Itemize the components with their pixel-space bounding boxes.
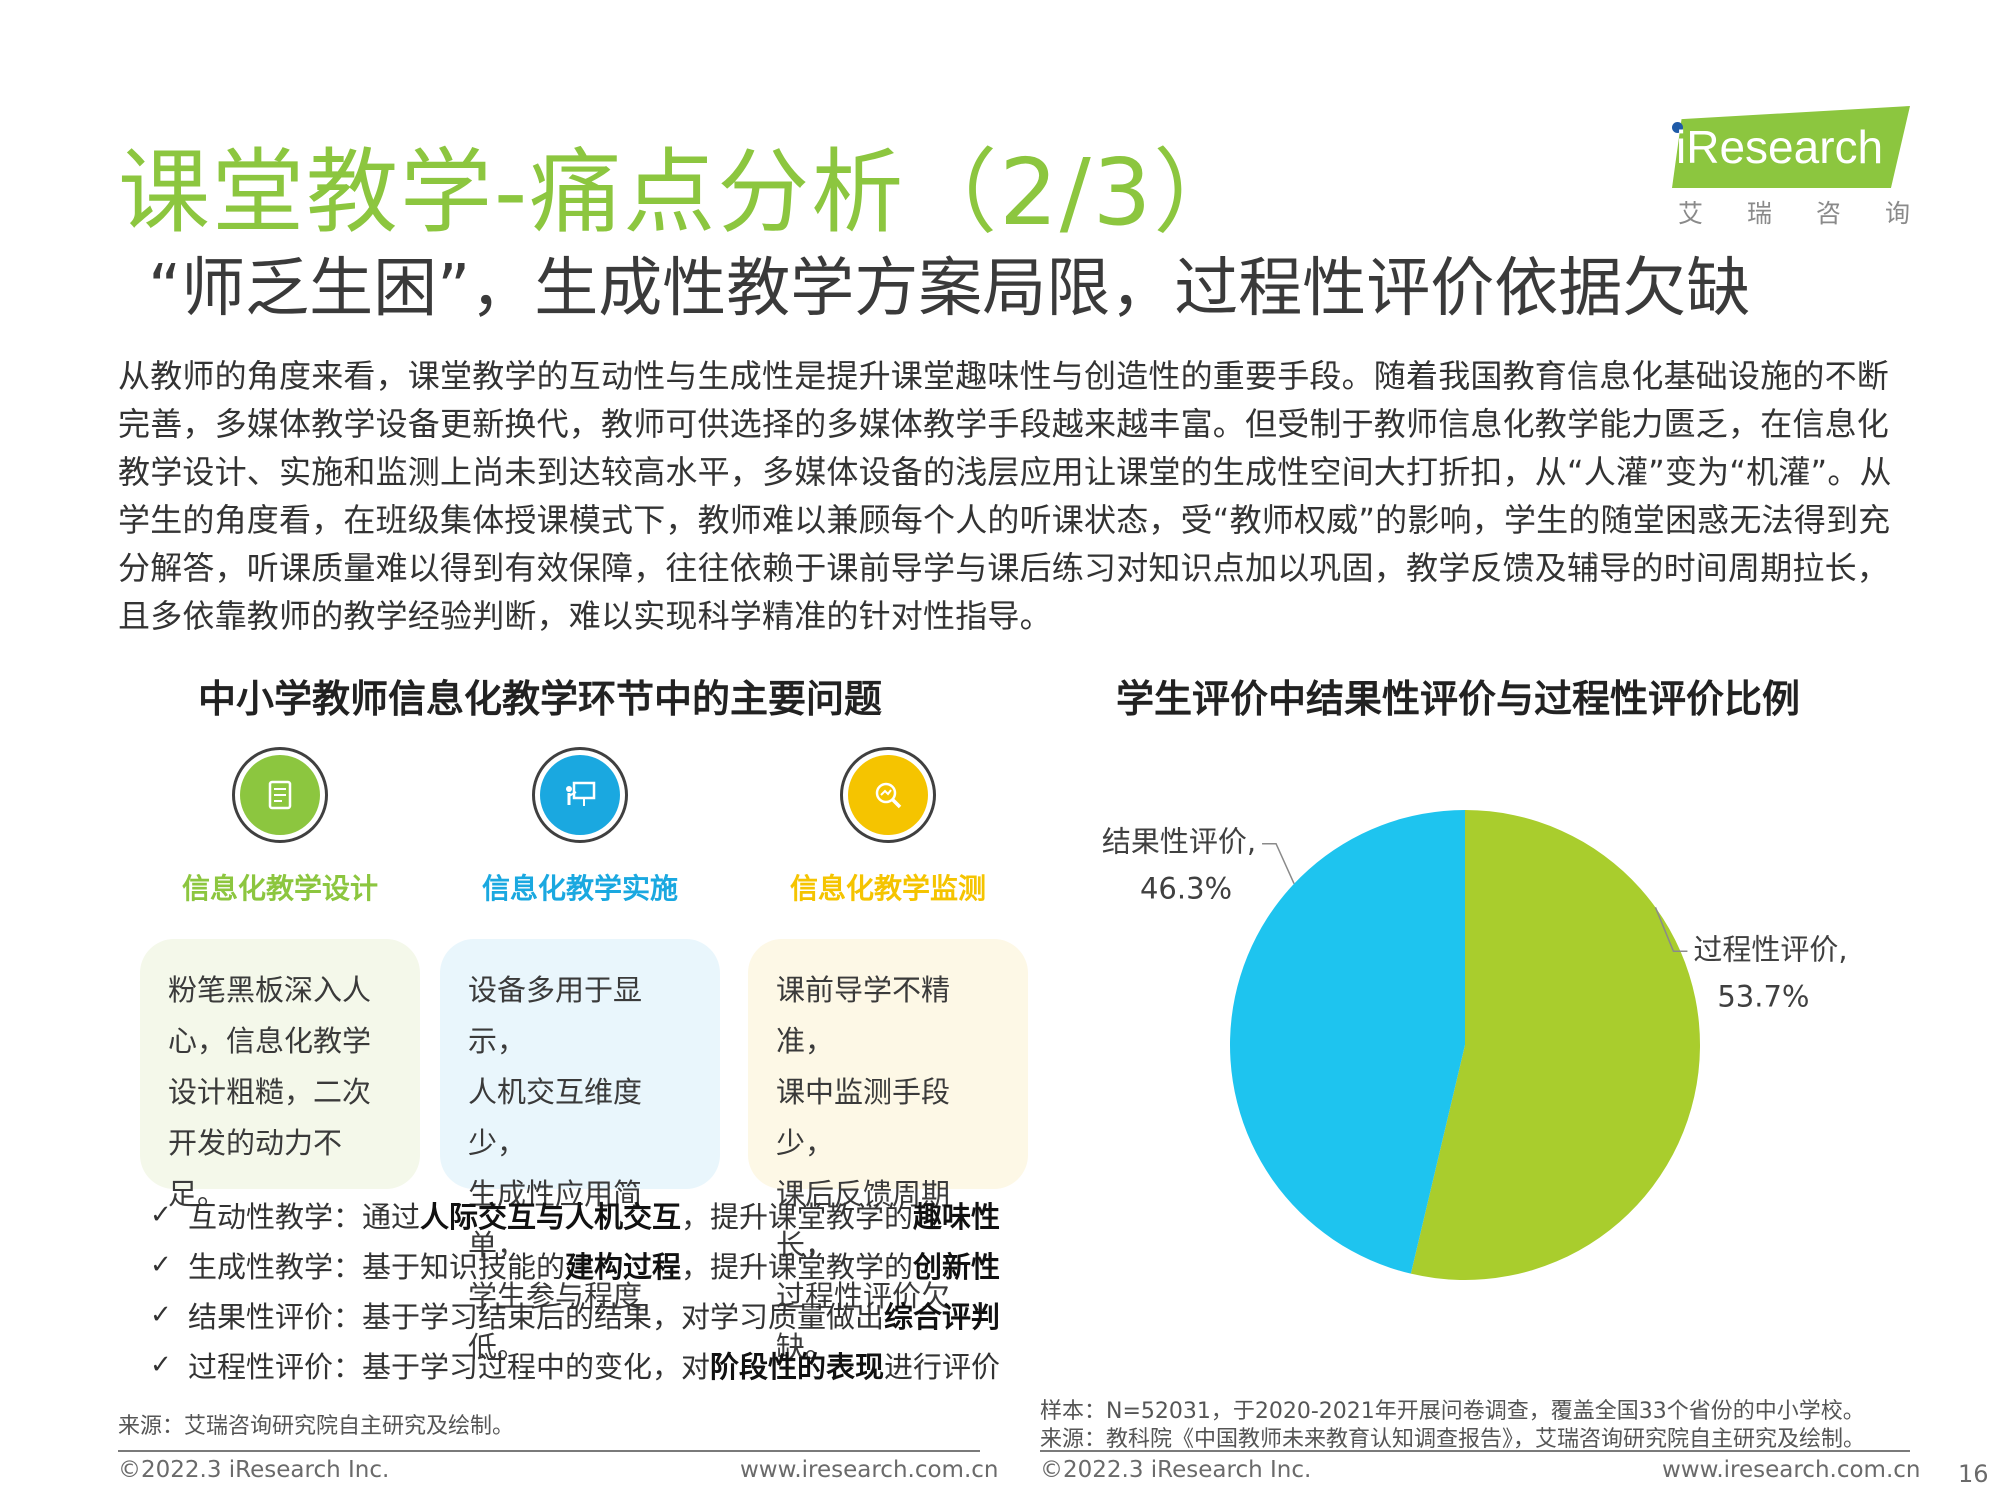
checklist-text: 互动性教学：通过 [188, 1200, 421, 1234]
card-line: 设计粗糙，二次 [168, 1075, 372, 1109]
right-footer-rule [1040, 1450, 1910, 1452]
card-line: 开发的动力不足。 [168, 1126, 343, 1211]
slice-value-label: 46.3% [1140, 872, 1232, 906]
checklist-text: ，提升课堂教学的 [681, 1200, 914, 1234]
left-source-note: 来源：艾瑞咨询研究院自主研究及绘制。 [118, 1414, 515, 1439]
pie-slice-process [1410, 810, 1700, 1280]
checklist-text: 生成性教学：基于知识技能的 [188, 1250, 566, 1284]
checklist-bold: 综合评判 [884, 1300, 1001, 1334]
right-source-note: 来源：教科院《中国教师未来教育认知调查报告》，艾瑞咨询研究院自主研究及绘制。 [1040, 1427, 1866, 1452]
column-card: 粉笔黑板深入人 心，信息化教学 设计粗糙，二次 开发的动力不足。 [140, 939, 420, 1211]
sample-note: 样本：N=52031，于2020-2021年开展问卷调查，覆盖全国33个省份的中… [1040, 1399, 1865, 1424]
pie-chart: 过程性评价, 53.7% 结果性评价, 46.3% [1102, 810, 1848, 1280]
card-line: 学生参与程度低。 [468, 1279, 643, 1364]
presentation-icon [532, 747, 628, 843]
left-footer-copyright: ©2022.3 iResearch Inc. [118, 1457, 390, 1483]
left-footer-rule [118, 1450, 980, 1452]
column-monitoring: 信息化教学监测 课前导学不精准， 课中监测手段少， 课后反馈周期长， 过程性评价… [748, 747, 1028, 1364]
logo-char: 咨 [1815, 199, 1841, 228]
checklist-text: 过程性评价：基于学习过程中的变化，对 [188, 1350, 711, 1384]
checkmark-icon: ✓ [150, 1250, 172, 1280]
right-footer-url: www.iresearch.com.cn [1662, 1457, 1921, 1483]
logo-dot [1672, 122, 1683, 133]
checkmark-icon: ✓ [150, 1300, 172, 1330]
checklist-item: ✓ 互动性教学：通过 人际交互与人机交互 ，提升课堂教学的 趣味性 [150, 1190, 1010, 1240]
leader-line [1262, 842, 1295, 885]
logo-brand-text: iResearch [1676, 121, 1884, 173]
checkmark-icon: ✓ [150, 1350, 172, 1380]
card-line: 课前导学不精准， [776, 973, 951, 1058]
magnifier-icon [840, 747, 936, 843]
column-label: 信息化教学实施 [481, 872, 678, 905]
checklist-bold: 建构过程 [565, 1250, 682, 1284]
checklist-bold: 趣味性 [913, 1200, 1001, 1234]
card-line: 人机交互维度少， [468, 1075, 643, 1160]
leader-line [1654, 907, 1688, 953]
card-line: 课后反馈周期长， [776, 1177, 951, 1262]
card-line: 设备多用于显示， [468, 973, 643, 1058]
checklist-item: ✓ 过程性评价：基于学习过程中的变化，对 阶段性的表现 进行评价 [150, 1340, 1010, 1390]
checklist-bold: 阶段性的表现 [710, 1350, 885, 1384]
checklist-text: 结果性评价：基于学习结束后的结果，对学习质量做出 [188, 1300, 885, 1334]
left-section-title: 中小学教师信息化教学环节中的主要问题 [198, 677, 883, 721]
checklist-bold: 人际交互与人机交互 [420, 1200, 682, 1234]
column-card: 设备多用于显示， 人机交互维度少， 生成性应用简单， 学生参与程度低。 [440, 939, 720, 1364]
logo-banner [1672, 106, 1910, 188]
checklist-bold: 创新性 [913, 1250, 1001, 1284]
column-card: 课前导学不精准， 课中监测手段少， 课后反馈周期长， 过程性评价欠缺。 [748, 939, 1028, 1364]
column-label: 信息化教学设计 [181, 872, 378, 905]
chart-title: 学生评价中结果性评价与过程性评价比例 [1116, 677, 1801, 721]
checkmark-icon: ✓ [150, 1200, 172, 1230]
card-line: 课中监测手段少， [776, 1075, 951, 1160]
slice-name-label: 结果性评价, [1102, 825, 1256, 859]
page-subtitle: “师乏生困”，生成性教学方案局限，过程性评价依据欠缺 [148, 252, 1751, 326]
page-number: 16 [1958, 1460, 1989, 1488]
column-label: 信息化教学监测 [789, 872, 986, 905]
card-line: 心，信息化教学 [168, 1024, 372, 1058]
checklist-item: ✓ 生成性教学：基于知识技能的 建构过程 ，提升课堂教学的 创新性 [150, 1240, 1010, 1290]
iresearch-logo: iResearch 艾 瑞 咨 询 [1660, 106, 1910, 228]
checklist-item: ✓ 结果性评价：基于学习结束后的结果，对学习质量做出 综合评判 [150, 1290, 1010, 1340]
logo-chinese-name: 艾 瑞 咨 询 [1678, 194, 1910, 230]
slice-value-label: 53.7% [1717, 979, 1809, 1013]
slice-name-label: 过程性评价, [1693, 932, 1847, 966]
logo-char: 瑞 [1746, 199, 1772, 228]
definition-checklist: ✓ 互动性教学：通过 人际交互与人机交互 ，提升课堂教学的 趣味性 ✓ 生成性教学：基… [150, 1190, 1010, 1390]
page-title: 课堂教学-痛点分析（2/3） [118, 139, 1248, 246]
left-footer-url: www.iresearch.com.cn [740, 1457, 999, 1483]
card-line: 过程性评价欠缺。 [776, 1279, 951, 1364]
checklist-text: ，提升课堂教学的 [681, 1250, 914, 1284]
intro-paragraph: 从教师的角度来看，课堂教学的互动性与生成性是提升课堂趣味性与创造性的重要手段。随… [118, 357, 1892, 635]
logo-char: 询 [1884, 199, 1910, 228]
column-design: 信息化教学设计 粉笔黑板深入人 心，信息化教学 设计粗糙，二次 开发的动力不足。 [140, 747, 420, 1211]
column-implementation: 信息化教学实施 设备多用于显示， 人机交互维度少， 生成性应用简单， 学生参与程… [440, 747, 720, 1364]
card-line: 生成性应用简单， [468, 1177, 643, 1262]
right-footer-copyright: ©2022.3 iResearch Inc. [1040, 1457, 1312, 1483]
logo-char: 艾 [1678, 199, 1704, 228]
document-icon [232, 747, 328, 843]
pie-slice-result [1230, 810, 1465, 1274]
card-line: 粉笔黑板深入人 [168, 973, 372, 1007]
checklist-text: 进行评价 [884, 1350, 1001, 1384]
